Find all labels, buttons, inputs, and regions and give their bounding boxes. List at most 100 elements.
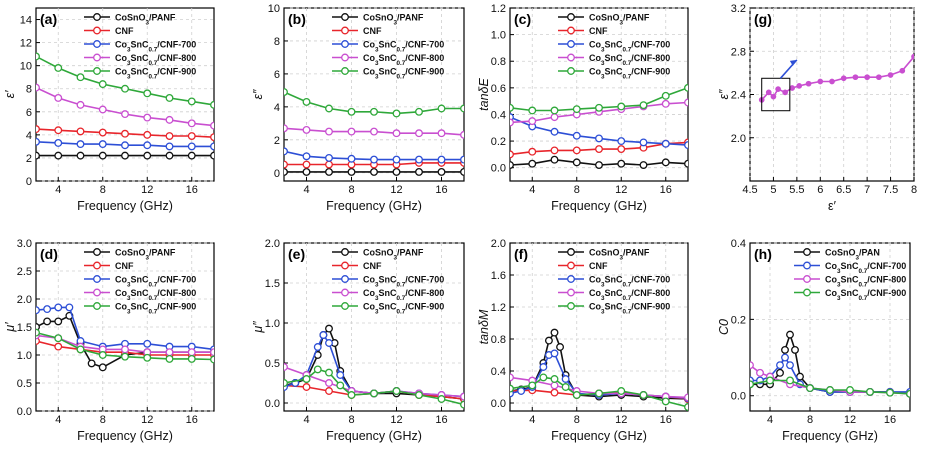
data-point bbox=[786, 361, 794, 370]
data-point bbox=[187, 151, 196, 160]
data-point bbox=[36, 52, 40, 61]
x-axis-label: ε′ bbox=[828, 199, 837, 213]
data-point bbox=[392, 129, 401, 138]
y-tick-label: 8 bbox=[274, 36, 280, 48]
data-point bbox=[325, 339, 333, 347]
data-point bbox=[550, 106, 559, 115]
data-point bbox=[661, 91, 670, 100]
data-point bbox=[539, 363, 548, 371]
data-point bbox=[510, 373, 514, 382]
data-point bbox=[437, 395, 446, 403]
data-point bbox=[121, 110, 129, 119]
x-tick-label: 16 bbox=[435, 414, 447, 426]
data-point bbox=[786, 330, 794, 339]
x-axis-label: Frequency (GHz) bbox=[326, 199, 422, 213]
data-point bbox=[661, 397, 670, 406]
data-point bbox=[791, 345, 799, 354]
y-tick-label: 2.4 bbox=[731, 90, 746, 102]
y-tick-label: 2.8 bbox=[731, 46, 746, 58]
data-point bbox=[617, 387, 626, 395]
y-tick-label: 14 bbox=[20, 15, 32, 27]
data-point bbox=[98, 351, 107, 359]
legend: CoSnO3/PANFCNFCo3SnC0.7/CNF-700Co3SnC0.7… bbox=[558, 13, 670, 81]
legend-marker bbox=[93, 275, 101, 283]
y-tick-label: 4 bbox=[26, 130, 32, 142]
data-point bbox=[617, 137, 626, 146]
data-point bbox=[143, 339, 152, 348]
legend-label: Co3SnC0.7/CNF-700 bbox=[115, 40, 196, 54]
data-point bbox=[392, 155, 401, 164]
legend: CoSnO3/PANFCNFCo3SnC0.7/CNF-700Co3SnC0.7… bbox=[84, 248, 196, 316]
legend-label: Co3SnC0.7/CNF-900 bbox=[589, 67, 670, 81]
panel-letter: (e) bbox=[288, 246, 305, 262]
y-tick-label: 1.6 bbox=[491, 270, 506, 282]
data-point bbox=[781, 345, 789, 354]
data-point bbox=[550, 146, 559, 155]
legend-label: Co3SnC0.7/CNF-700 bbox=[363, 275, 444, 289]
legend-marker bbox=[803, 275, 811, 283]
data-point bbox=[143, 113, 152, 122]
legend-label: CoSnO3/PAN bbox=[825, 248, 880, 262]
x-tick-label: 12 bbox=[141, 414, 153, 426]
data-point bbox=[786, 376, 794, 385]
y-tick-label: 0.2 bbox=[491, 136, 506, 148]
data-point bbox=[617, 159, 626, 168]
panel-letter: (d) bbox=[40, 246, 58, 262]
legend-label: Co3SnC0.7/CNF-900 bbox=[115, 67, 196, 81]
data-point bbox=[302, 160, 311, 169]
x-axis-label: Frequency (GHz) bbox=[326, 429, 422, 443]
data-point bbox=[550, 113, 559, 122]
x-tick-label: 7 bbox=[864, 184, 870, 196]
legend: CoSnO3/PANCo3SnC0.7/CNF-700Co3SnC0.7/CNF… bbox=[794, 248, 906, 302]
data-point bbox=[766, 376, 774, 385]
data-point bbox=[528, 381, 537, 390]
data-point bbox=[76, 127, 85, 136]
x-tick-label: 7.5 bbox=[883, 184, 898, 196]
series-group bbox=[758, 53, 914, 103]
chart-panel-e: 4 8 12 16 0.0 0.5 1.0 1.5 2.0 Frequency (GHz) μ″ (e… bbox=[251, 238, 465, 443]
data-point bbox=[876, 74, 882, 81]
data-point bbox=[572, 146, 581, 155]
data-point bbox=[846, 386, 854, 394]
data-point bbox=[121, 345, 129, 354]
data-point bbox=[121, 352, 129, 361]
data-point bbox=[165, 142, 174, 151]
legend-marker bbox=[803, 248, 811, 256]
data-point bbox=[639, 101, 648, 110]
data-point bbox=[840, 75, 847, 82]
y-tick-label: 2.0 bbox=[265, 238, 280, 250]
data-point bbox=[325, 153, 333, 162]
data-point bbox=[684, 98, 688, 107]
data-point bbox=[866, 387, 874, 396]
legend-marker bbox=[567, 26, 575, 35]
data-point bbox=[336, 381, 345, 390]
data-point bbox=[143, 89, 152, 98]
y-tick-label: 0.5 bbox=[265, 358, 280, 370]
data-point bbox=[595, 145, 603, 154]
data-point bbox=[595, 389, 603, 398]
data-point bbox=[528, 159, 537, 168]
x-tick-label: 16 bbox=[884, 414, 896, 426]
x-tick-label: 16 bbox=[660, 414, 672, 426]
data-point bbox=[284, 379, 288, 387]
data-point bbox=[437, 155, 446, 164]
legend-label: Co3SnC0.7/CNF-800 bbox=[825, 275, 906, 289]
legend-marker bbox=[341, 261, 349, 270]
y-tick-label: 0 bbox=[274, 168, 280, 180]
data-point bbox=[415, 129, 423, 138]
x-tick-label: 4 bbox=[55, 184, 61, 196]
series-group bbox=[284, 88, 464, 176]
legend-marker bbox=[93, 40, 101, 48]
data-point bbox=[165, 348, 174, 357]
x-tick-label: 16 bbox=[186, 184, 198, 196]
data-point bbox=[684, 83, 688, 92]
legend-marker bbox=[341, 302, 349, 310]
data-point bbox=[121, 84, 129, 93]
data-point bbox=[54, 317, 63, 326]
x-tick-label: 4 bbox=[529, 414, 535, 426]
x-tick-label: 4 bbox=[55, 414, 61, 426]
legend-label: Co3SnC0.7/CNF-900 bbox=[115, 302, 196, 316]
data-point bbox=[121, 151, 129, 160]
legend: CoSnO3/PANFCNFCo3SnC0.7/CNF-700Co3SnC0.7… bbox=[558, 248, 670, 315]
data-point bbox=[165, 132, 174, 140]
